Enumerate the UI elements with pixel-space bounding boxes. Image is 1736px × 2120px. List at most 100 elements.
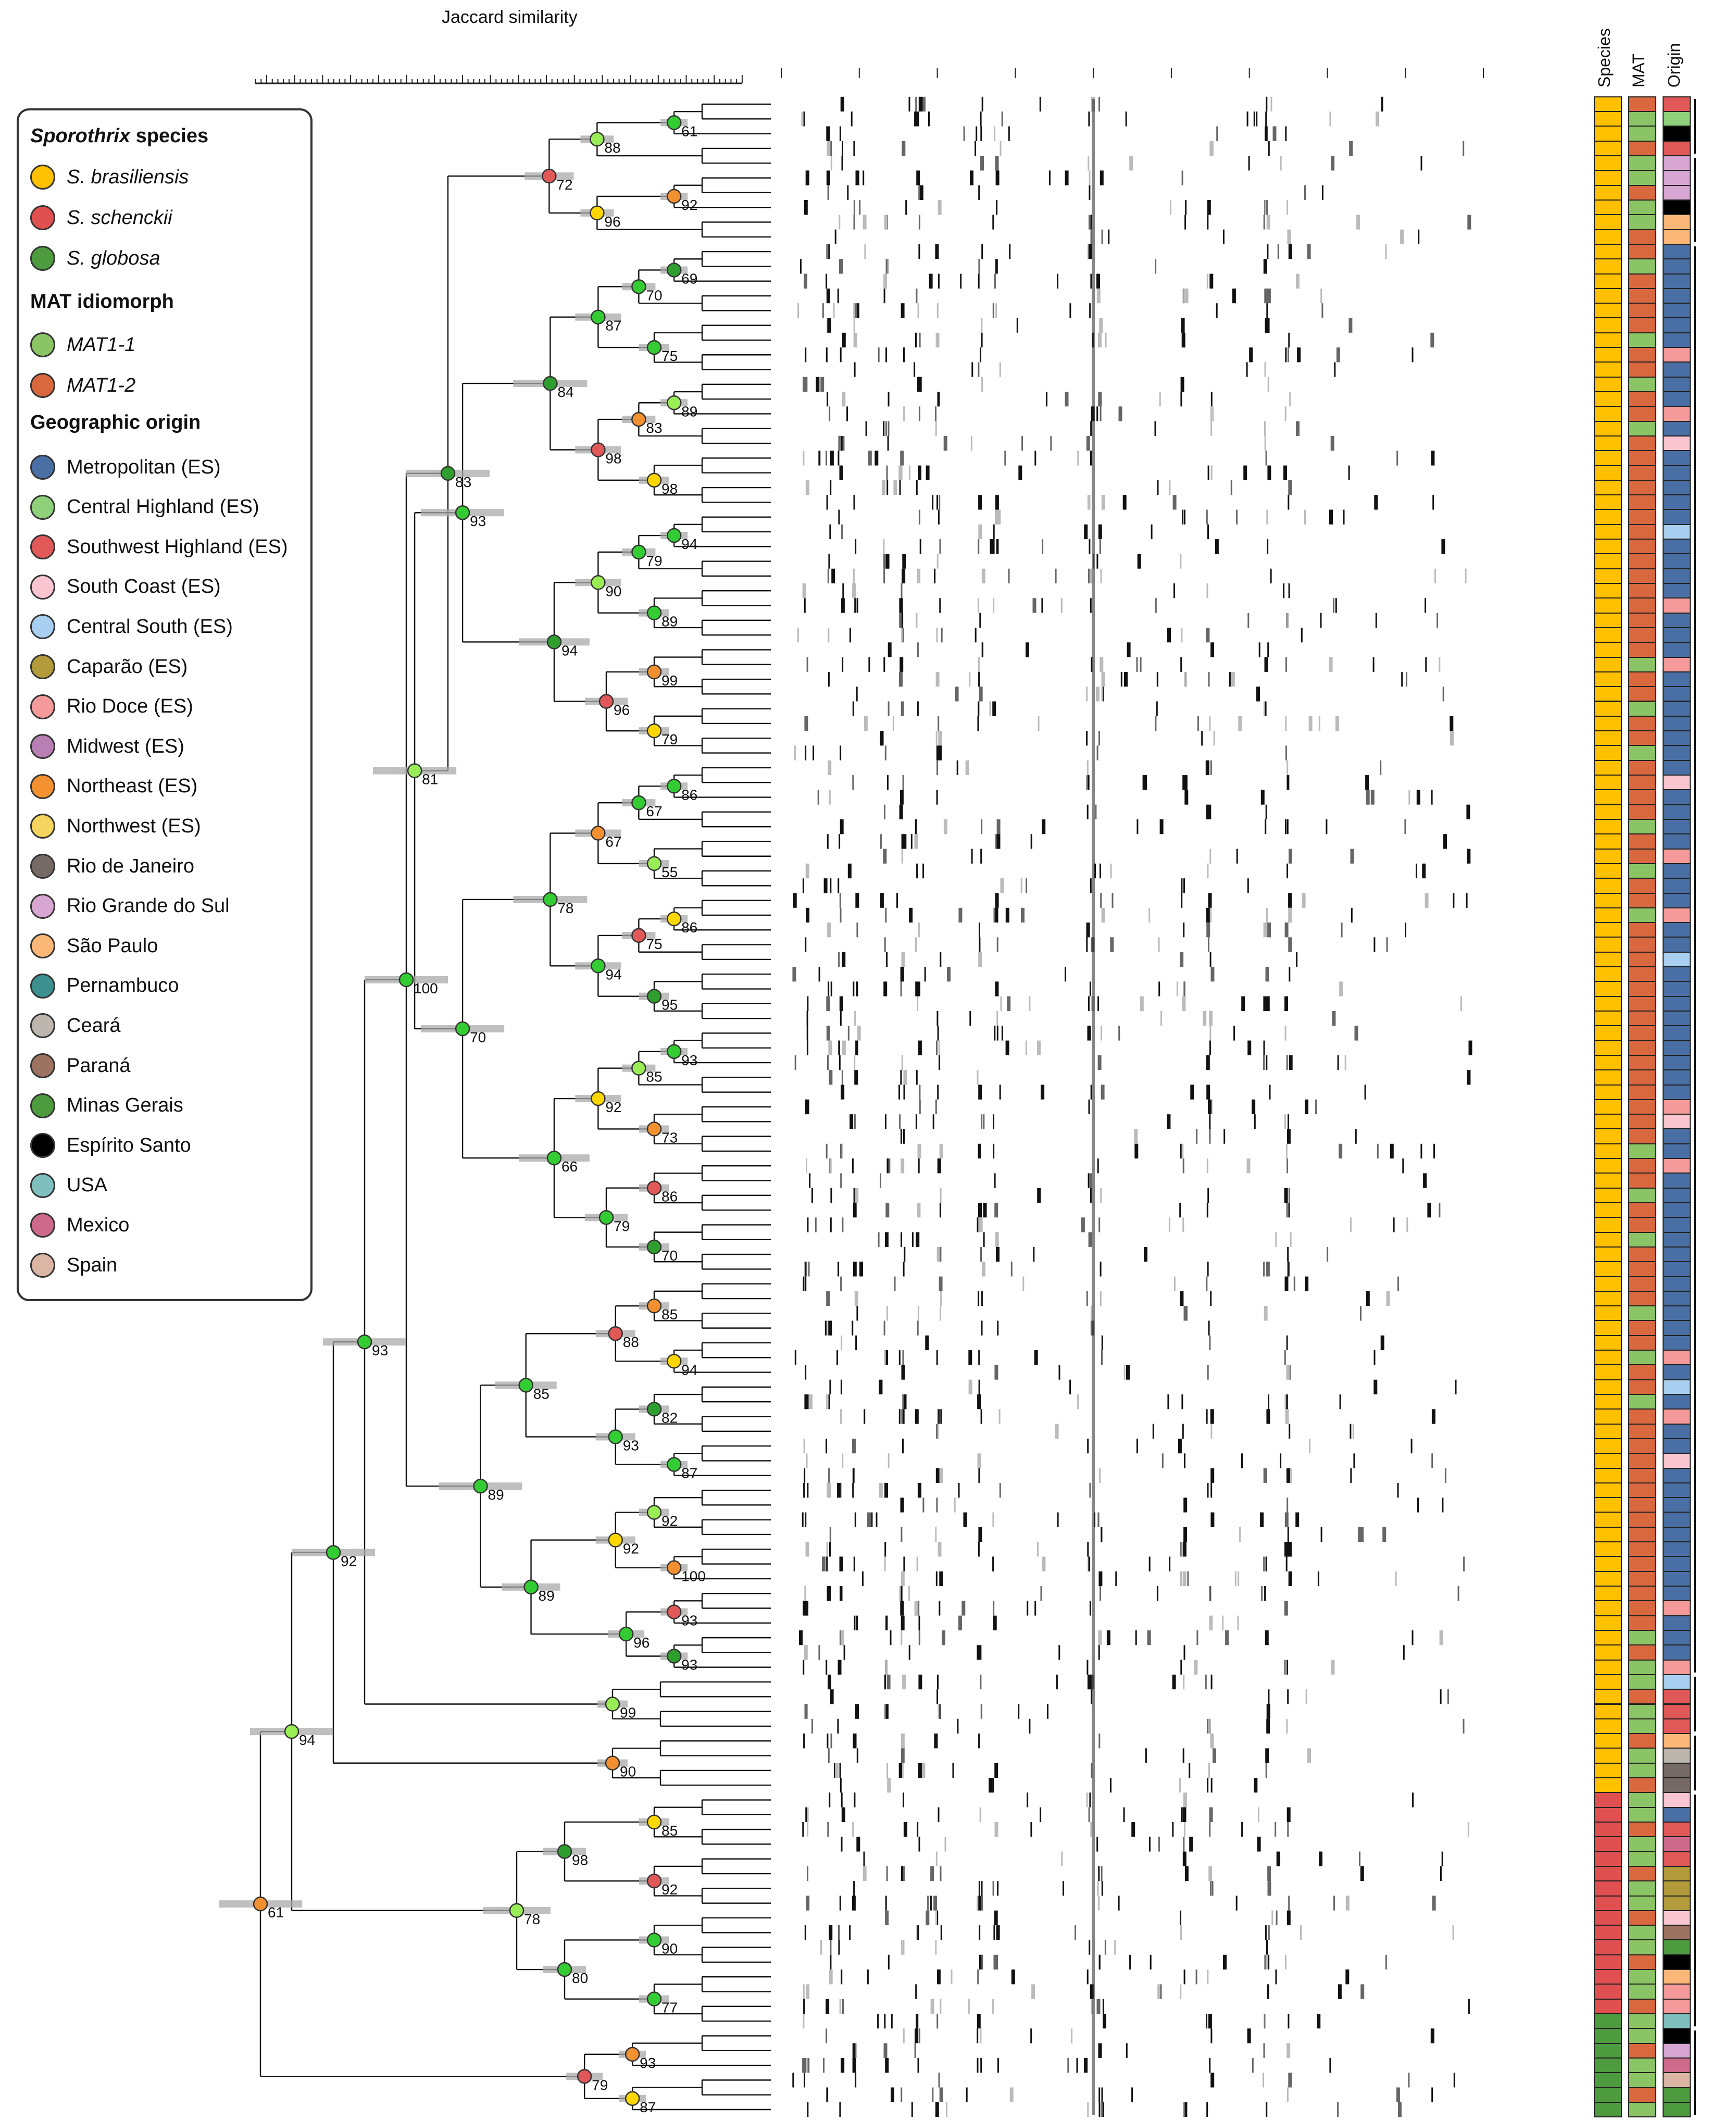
legend-item-label: Mexico bbox=[67, 1214, 130, 1236]
gel-band bbox=[838, 1925, 840, 1940]
gel-lane bbox=[800, 259, 1267, 274]
gel-band bbox=[1111, 893, 1114, 908]
gel-band bbox=[978, 1468, 980, 1483]
gel-band bbox=[879, 1379, 883, 1394]
gel-band bbox=[1410, 1438, 1413, 1454]
gel-band bbox=[823, 2057, 825, 2073]
bootstrap-label: 79 bbox=[661, 731, 678, 747]
origin-cell bbox=[1663, 1497, 1691, 1513]
gel-band bbox=[883, 981, 888, 996]
gel-band bbox=[1246, 1158, 1251, 1174]
legend-item: USA bbox=[30, 1170, 107, 1201]
origin-cell bbox=[1663, 892, 1691, 908]
origin-cell bbox=[1663, 2042, 1691, 2059]
gel-lane bbox=[828, 1674, 1213, 1690]
gel-band bbox=[805, 1276, 807, 1291]
gel-band bbox=[803, 1660, 805, 1675]
gel-band bbox=[1265, 1748, 1269, 1763]
gel-band bbox=[1307, 1748, 1311, 1763]
gel-band bbox=[1179, 1778, 1181, 1793]
gel-band bbox=[917, 1203, 921, 1218]
gel-lane bbox=[799, 1630, 1443, 1645]
gel-lane bbox=[827, 141, 1465, 156]
gel-band bbox=[1100, 657, 1104, 672]
gel-band bbox=[839, 465, 843, 480]
gel-band bbox=[1256, 111, 1258, 127]
gel-band bbox=[1184, 1822, 1186, 1837]
species-cell bbox=[1594, 1954, 1622, 1971]
bootstrap-label: 89 bbox=[539, 1588, 555, 1604]
origin-cell bbox=[1663, 450, 1691, 466]
gel-band bbox=[1210, 1424, 1213, 1439]
node-marker bbox=[543, 376, 558, 391]
gel-band bbox=[1147, 1630, 1151, 1645]
gel-band bbox=[1404, 819, 1406, 834]
mat-cell bbox=[1628, 229, 1656, 245]
mat-cell bbox=[1628, 1497, 1656, 1513]
gel-band bbox=[1267, 244, 1269, 259]
gel-lane bbox=[827, 834, 1447, 849]
gel-band bbox=[1235, 1895, 1238, 1911]
gel-band bbox=[1265, 318, 1269, 333]
gel-lane bbox=[855, 539, 1445, 554]
gel-lane bbox=[805, 1365, 1291, 1380]
origin-cell bbox=[1663, 759, 1691, 776]
gel-band bbox=[1422, 863, 1426, 879]
gel-band bbox=[839, 1556, 843, 1572]
gel-band bbox=[841, 1837, 843, 1852]
gel-band bbox=[1099, 1468, 1101, 1483]
gel-band bbox=[899, 1114, 901, 1129]
gel-band bbox=[884, 1114, 886, 1129]
gel-lane bbox=[804, 1586, 1459, 1601]
gel-band bbox=[1208, 1866, 1213, 1881]
gel-lane bbox=[797, 303, 1323, 318]
gel-band bbox=[854, 1070, 858, 1085]
gel-band bbox=[958, 1615, 962, 1630]
gel-band bbox=[1042, 819, 1046, 834]
gel-band bbox=[1286, 1055, 1288, 1070]
gel-band bbox=[854, 1011, 856, 1026]
gel-band bbox=[1088, 1173, 1090, 1188]
gel-band bbox=[937, 1409, 939, 1424]
gel-band bbox=[1208, 2014, 1212, 2029]
gel-band bbox=[840, 1011, 842, 1026]
gel-band bbox=[878, 1232, 880, 1247]
gel-band bbox=[1289, 1424, 1291, 1439]
gel-band bbox=[805, 937, 807, 952]
mat-cell bbox=[1628, 1556, 1656, 1572]
gel-band bbox=[915, 1601, 918, 1616]
gel-band bbox=[1375, 613, 1377, 628]
origin-cell bbox=[1663, 804, 1691, 820]
gel-band bbox=[916, 613, 918, 628]
gel-band bbox=[1088, 996, 1090, 1011]
gel-band bbox=[918, 1615, 920, 1630]
gel-band bbox=[1180, 1143, 1182, 1159]
gel-band bbox=[901, 1571, 905, 1586]
mat-cell bbox=[1628, 966, 1656, 982]
gel-band bbox=[1427, 1203, 1431, 1218]
gel-band bbox=[1008, 568, 1010, 583]
mat-cell bbox=[1628, 1748, 1656, 1764]
gel-band bbox=[933, 1895, 938, 1911]
gel-band bbox=[992, 701, 996, 716]
origin-cell bbox=[1663, 922, 1691, 938]
species-cell bbox=[1594, 435, 1622, 452]
species-cell bbox=[1594, 1261, 1622, 1277]
gel-band bbox=[807, 1217, 809, 1232]
node-marker bbox=[646, 1505, 662, 1520]
species-cell bbox=[1594, 1084, 1622, 1100]
origin-cell bbox=[1663, 1969, 1691, 1985]
legend-swatch-icon bbox=[30, 332, 55, 357]
mat-cell bbox=[1628, 1335, 1656, 1351]
mat-cell bbox=[1628, 1173, 1656, 1189]
species-cell bbox=[1594, 789, 1622, 805]
gel-band bbox=[1001, 111, 1003, 127]
gel-band bbox=[979, 687, 983, 702]
origin-cell bbox=[1663, 1806, 1691, 1823]
gel-band bbox=[804, 1704, 806, 1719]
gel-band bbox=[886, 1660, 888, 1675]
gel-band bbox=[1077, 1394, 1079, 1410]
gel-band bbox=[1437, 613, 1439, 628]
gel-band bbox=[955, 687, 959, 702]
gel-band bbox=[916, 288, 918, 304]
